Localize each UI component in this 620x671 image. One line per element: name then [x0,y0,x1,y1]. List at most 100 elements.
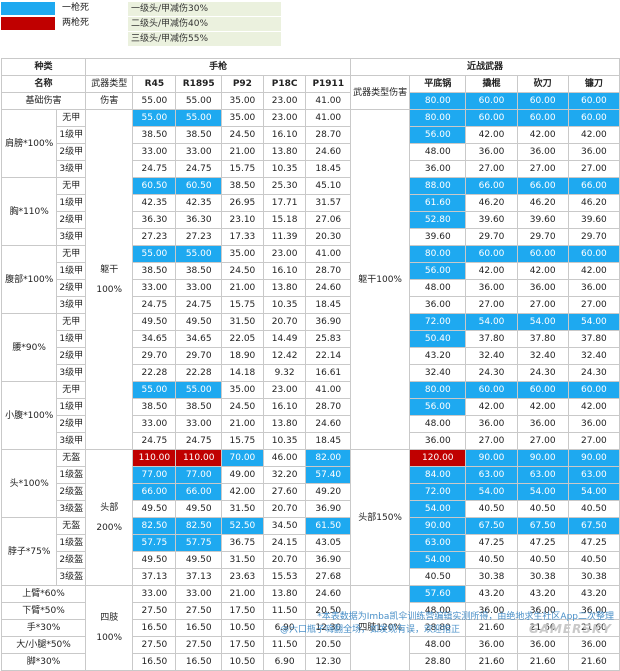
base-pistol-2: 35.00 [220,92,264,110]
damage-cell: 30.38 [465,568,518,586]
damage-cell: 17.50 [220,636,264,654]
damage-cell: 22.28 [175,364,222,382]
damage-cell: 49.50 [175,313,222,331]
armor-level: 无甲 [56,245,87,263]
damage-cell: 80.00 [409,381,467,399]
damage-cell: 36.00 [567,279,620,297]
damage-cell: 77.00 [175,466,222,484]
damage-cell: 56.00 [409,126,467,144]
damage-cell: 40.50 [567,551,620,569]
damage-cell: 47.25 [516,534,569,552]
damage-cell: 33.00 [132,415,177,433]
legend-two-shot-swatch [1,17,55,30]
damage-cell: 36.00 [409,160,467,178]
damage-cell: 45.10 [305,177,352,195]
damage-cell: 38.50 [175,398,222,416]
damage-cell: 17.71 [262,194,307,212]
damage-cell: 42.00 [465,262,518,280]
damage-cell: 60.00 [465,245,518,263]
type-limb-pistol-line2: 100% [96,633,123,643]
damage-cell: 82.50 [175,517,222,535]
table-row: 3级盔 37.13 37.13 23.63 15.53 27.68 40.50 30.38 30… [2,568,620,586]
damage-cell: 48.00 [409,143,467,161]
damage-cell: 15.75 [220,160,264,178]
damage-cell: 40.50 [516,500,569,518]
damage-cell: 39.60 [567,211,620,229]
damage-cell: 23.10 [220,211,264,229]
damage-cell: 27.00 [465,432,518,450]
table-row: 腰*90% 无甲 49.50 49.50 31.50 20.70 36.90 72.00 54.… [0,313,620,382]
damage-cell: 29.70 [516,228,569,246]
damage-cell: 24.60 [305,279,352,297]
damage-cell: 36.90 [305,313,352,331]
damage-cell: 90.00 [516,449,569,467]
damage-cell: 16.10 [262,262,307,280]
damage-cell: 24.75 [175,432,222,450]
damage-cell: 27.60 [262,483,307,501]
armor-level: 3级盔 [56,568,87,586]
base-damage-type: 伤害 [85,92,134,110]
table-row: 腹部*100% 无甲 55.00 55.00 35.00 23.00 41.00 80.00 6… [0,245,620,314]
damage-cell: 47.25 [465,534,518,552]
damage-cell: 18.45 [305,160,352,178]
damage-cell: 49.50 [132,313,177,331]
damage-cell: 23.00 [262,245,307,263]
table-row: 1级盔 77.00 77.00 49.00 32.20 57.40 84.00 63.00 63… [2,466,620,484]
damage-cell: 21.60 [567,653,620,671]
damage-cell: 42.00 [465,126,518,144]
damage-cell: 24.75 [132,296,177,314]
header-melee-2: 砍刀 [516,75,569,93]
damage-cell: 36.00 [567,143,620,161]
damage-cell: 90.00 [567,449,620,467]
legend-one-shot-swatch [1,2,55,15]
base-melee-0: 80.00 [409,92,467,110]
damage-cell: 12.30 [305,653,352,671]
table-row: 1级甲 38.50 38.50 24.50 16.10 28.70 56.00 42.00 42… [2,126,620,144]
base-melee-3: 60.00 [567,92,620,110]
footer-note: *本表数据为Imba凯伞训练营编辑实测所得，由绝地求生社区App二次整理 [317,612,614,622]
damage-cell: 35.00 [220,109,264,127]
damage-cell: 63.00 [567,466,620,484]
damage-cell: 36.30 [175,211,222,229]
damage-cell: 27.00 [567,432,620,450]
damage-cell: 27.50 [132,636,177,654]
damage-cell: 20.30 [305,228,352,246]
damage-cell: 33.00 [132,143,177,161]
damage-cell: 90.00 [465,449,518,467]
damage-cell: 54.00 [465,483,518,501]
damage-cell: 50.40 [409,330,467,348]
damage-cell: 28.70 [305,398,352,416]
damage-cell: 57.40 [305,466,352,484]
damage-cell: 42.00 [465,398,518,416]
header-pistol-3: P18C [262,75,307,93]
base-pistol-0: 55.00 [132,92,177,110]
damage-cell: 57.75 [132,534,177,552]
damage-cell: 54.00 [516,313,569,331]
armor-level: 无盔 [56,449,87,467]
level-note-2: 二级头/甲减伤40% [128,17,281,31]
damage-cell: 72.00 [409,483,467,501]
damage-cell: 21.00 [220,585,264,603]
damage-cell: 54.00 [409,500,467,518]
base-pistol-4: 41.00 [305,92,352,110]
damage-cell: 36.75 [220,534,264,552]
damage-cell: 55.00 [175,381,222,399]
damage-cell: 33.00 [175,585,222,603]
damage-cell: 28.70 [305,262,352,280]
body-part-label: 脚*30% [0,653,87,671]
damage-cell: 60.00 [567,381,620,399]
armor-level: 2级盔 [56,551,87,569]
armor-level: 3级甲 [56,296,87,314]
table-row: 1级甲 34.65 34.65 22.05 14.49 25.83 50.40 37.80 37… [2,330,620,348]
body-part-label: 胸*110% [0,177,58,246]
body-part-label: 肩膀*100% [0,109,58,178]
damage-cell: 15.18 [262,211,307,229]
damage-cell: 82.50 [132,517,177,535]
armor-level: 无甲 [56,177,87,195]
type-head-pistol-line2: 200% [96,522,123,533]
table-row: 下臂*50% 27.50 27.50 17.50 11.50 20.50 48.00 36.0… [0,602,620,620]
damage-cell: 18.45 [305,296,352,314]
legend-one-shot-label: 一枪死 [62,3,90,13]
armor-level: 2级甲 [56,415,87,433]
base-pistol-3: 23.00 [262,92,307,110]
